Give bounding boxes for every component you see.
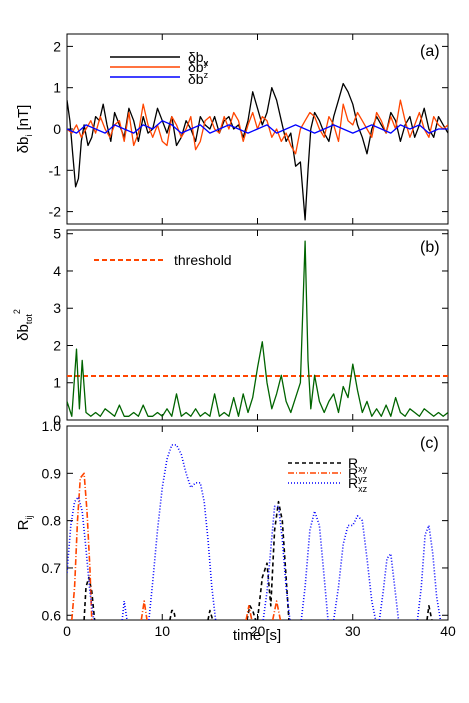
series-line-r-xy	[426, 604, 433, 620]
ytick-label: 2	[53, 38, 61, 54]
series-line-r-xy	[256, 500, 290, 620]
panel-c-label: (c)	[420, 435, 439, 452]
panel-a-legend: δbx δby δbz	[110, 49, 209, 87]
panel-c-plot	[67, 444, 442, 620]
series-line-r-xz	[300, 510, 329, 620]
ytick-label: 0.7	[42, 560, 62, 576]
ytick-label: 4	[53, 263, 61, 279]
series-line-r-xy	[83, 576, 96, 620]
ytick-label: 0	[53, 412, 61, 428]
series-line--b-z	[67, 120, 448, 134]
series-line-r-xz	[332, 515, 377, 620]
legend-label-threshold: threshold	[174, 252, 232, 268]
series-line-r-xz	[416, 524, 442, 620]
ytick-label: -2	[49, 204, 62, 220]
panel-b-plot	[67, 240, 448, 417]
legend-label-bx: δbx	[188, 49, 209, 68]
panel-b-ticks: 0 1 2 3 4 5	[53, 226, 449, 428]
ytick-label: 1	[53, 80, 61, 96]
legend-label-bz: δbz	[188, 70, 209, 87]
series-line-r-yz	[140, 600, 148, 620]
panel-a-plot	[67, 82, 448, 221]
panel-a-label: (a)	[420, 43, 440, 60]
series-line-r-yz	[245, 604, 253, 620]
ytick-label: 3	[53, 300, 61, 316]
panel-c-ticks: 0 10 20 30 40 0.6 0.7 0.8 0.9 1.0	[42, 418, 456, 639]
panel-b-ylabel: δbtot2	[12, 309, 34, 341]
xtick-label: 40	[440, 623, 456, 639]
series-line-r-xz	[67, 496, 95, 620]
panel-b: 0 1 2 3 4 5 (b) δbtot2 threshold	[12, 226, 449, 428]
panel-c-legend: Rxy Ryz Rxz	[288, 455, 368, 494]
ytick-label: -1	[49, 162, 62, 178]
ytick-label: 2	[53, 337, 61, 353]
panel-c-xlabel: time [s]	[233, 627, 281, 644]
ytick-label: 0	[53, 121, 61, 137]
panel-c-frame	[66, 425, 449, 621]
legend-label-by: δby	[188, 58, 209, 75]
panel-c-ylabel: Rij	[15, 516, 34, 531]
series-line-r-xz	[148, 444, 217, 620]
series-line-r-yz	[71, 472, 93, 620]
panel-b-legend: threshold	[94, 252, 232, 268]
ytick-label: 0.6	[42, 607, 62, 623]
panel-c: 0 10 20 30 40 0.6 0.7 0.8 0.9 1.0 (c) Rij time [s…	[15, 418, 456, 644]
series-line-r-xz	[121, 600, 128, 620]
ytick-label: 0.8	[42, 513, 62, 529]
series-line-r-xy	[207, 609, 214, 620]
xtick-label: 20	[250, 623, 266, 639]
series-line--b-x	[67, 82, 448, 221]
ytick-label: 1	[53, 375, 61, 391]
xtick-label: 10	[154, 623, 170, 639]
panel-b-frame	[66, 229, 449, 421]
series-line-r-yz	[271, 600, 282, 620]
panel-a-ticks: 2 1 0 -1 -2	[49, 34, 449, 224]
series-line-r-xz	[378, 552, 400, 620]
ytick-label: 5	[53, 226, 61, 242]
xtick-label: 30	[345, 623, 361, 639]
series-line-r-xy	[246, 604, 257, 620]
ytick-label: 1.0	[42, 418, 62, 434]
ytick-label: 0.9	[42, 465, 62, 481]
panel-a: 2 1 0 -1 -2 (a) δbi [nT] δbx δby δbz	[15, 33, 449, 225]
series-line-r-xy	[169, 609, 177, 620]
series-line-series-0	[67, 240, 448, 417]
panel-b-label: (b)	[420, 239, 440, 256]
panel-a-ylabel: δbi [nT]	[15, 105, 34, 154]
xtick-label: 0	[63, 623, 71, 639]
